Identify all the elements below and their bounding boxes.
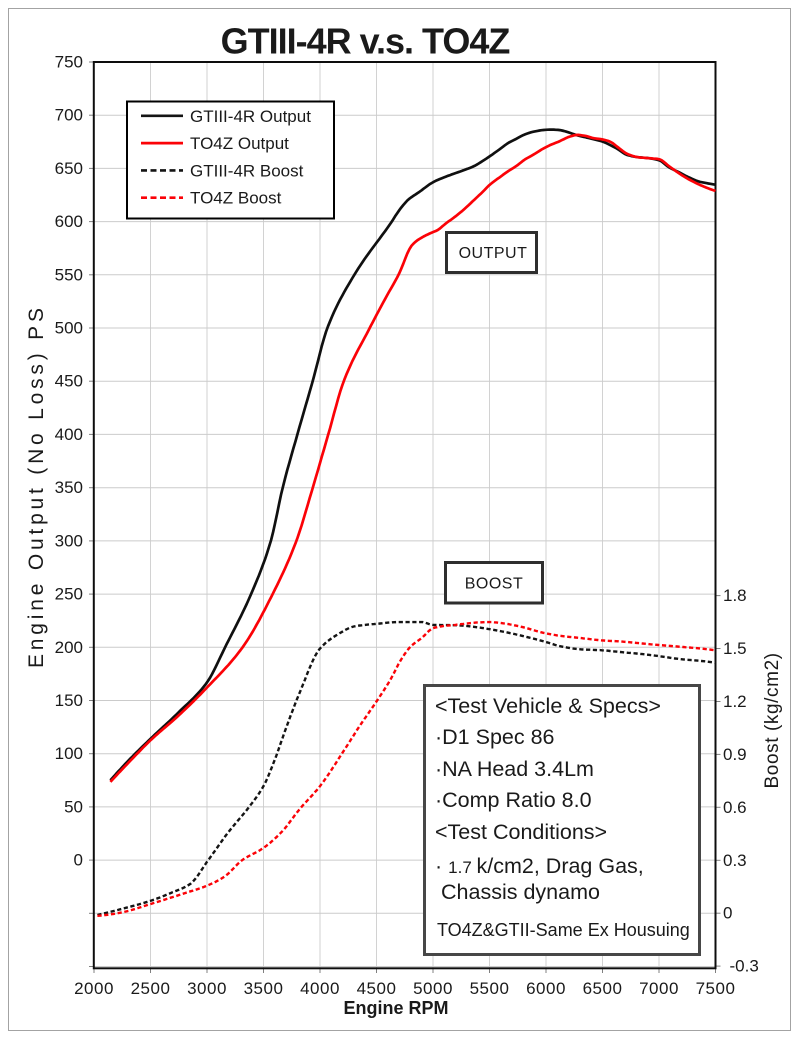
svg-text:450: 450 [55, 372, 83, 391]
svg-text:0.6: 0.6 [723, 798, 747, 817]
svg-text:350: 350 [55, 478, 83, 497]
svg-text:650: 650 [55, 159, 83, 178]
svg-text:250: 250 [55, 585, 83, 604]
svg-text:-0.3: -0.3 [730, 957, 759, 976]
svg-text:750: 750 [55, 53, 83, 72]
svg-text:GTIII-4R v.s. TO4Z: GTIII-4R v.s. TO4Z [221, 21, 510, 62]
svg-text:3500: 3500 [244, 979, 284, 998]
svg-text:TO4Z Boost: TO4Z Boost [190, 189, 282, 208]
svg-text:50: 50 [64, 797, 83, 816]
svg-text:300: 300 [55, 531, 83, 550]
svg-text:5500: 5500 [470, 979, 510, 998]
svg-text:0: 0 [74, 851, 83, 870]
svg-text:150: 150 [55, 691, 83, 710]
svg-text:550: 550 [55, 265, 83, 284]
svg-text:0: 0 [723, 904, 732, 923]
svg-text:600: 600 [55, 212, 83, 231]
svg-text:7500: 7500 [696, 979, 736, 998]
svg-text:7000: 7000 [639, 979, 679, 998]
svg-text:OUTPUT: OUTPUT [459, 245, 528, 262]
svg-text:TO4Z&GTII-Same Ex Housuing: TO4Z&GTII-Same Ex Housuing [437, 920, 690, 940]
svg-text:500: 500 [55, 319, 83, 338]
svg-text:0.9: 0.9 [723, 745, 747, 764]
svg-text:400: 400 [55, 425, 83, 444]
svg-text:1.8: 1.8 [723, 586, 747, 605]
svg-text:<Test Vehicle & Specs>: <Test Vehicle & Specs> [435, 694, 661, 718]
svg-text:100: 100 [55, 744, 83, 763]
svg-text:·D1 Spec 86: ·D1 Spec 86 [435, 725, 555, 749]
svg-text:·NA Head 3.4Lm: ·NA Head 3.4Lm [435, 757, 594, 781]
svg-text:GTIII-4R Output: GTIII-4R Output [190, 107, 311, 126]
svg-text:0.3: 0.3 [723, 851, 747, 870]
svg-text:· 1.7 k/cm2, Drag Gas,: · 1.7 k/cm2, Drag Gas, [435, 854, 644, 878]
svg-text:1.2: 1.2 [723, 692, 747, 711]
svg-text:<Test Conditions>: <Test Conditions> [435, 820, 607, 844]
svg-text:·Comp Ratio 8.0: ·Comp Ratio 8.0 [435, 788, 592, 812]
svg-text:Engine Output (No Loss) PS: Engine Output (No Loss) PS [25, 304, 48, 668]
svg-text:5000: 5000 [413, 979, 453, 998]
svg-text:TO4Z Output: TO4Z Output [190, 134, 289, 153]
svg-text:6000: 6000 [526, 979, 566, 998]
svg-text:BOOST: BOOST [465, 576, 524, 593]
svg-text:4000: 4000 [300, 979, 340, 998]
svg-text:6500: 6500 [583, 979, 623, 998]
svg-text:2000: 2000 [74, 979, 114, 998]
svg-text:700: 700 [55, 106, 83, 125]
svg-text:Chassis dynamo: Chassis dynamo [441, 880, 600, 904]
svg-text:200: 200 [55, 638, 83, 657]
svg-text:1.5: 1.5 [723, 639, 747, 658]
svg-text:Engine RPM: Engine RPM [343, 998, 448, 1018]
svg-text:4500: 4500 [357, 979, 397, 998]
svg-text:GTIII-4R Boost: GTIII-4R Boost [190, 161, 304, 180]
svg-text:2500: 2500 [131, 979, 171, 998]
svg-text:3000: 3000 [187, 979, 227, 998]
svg-text:Boost (kg/cm2): Boost (kg/cm2) [762, 652, 783, 788]
